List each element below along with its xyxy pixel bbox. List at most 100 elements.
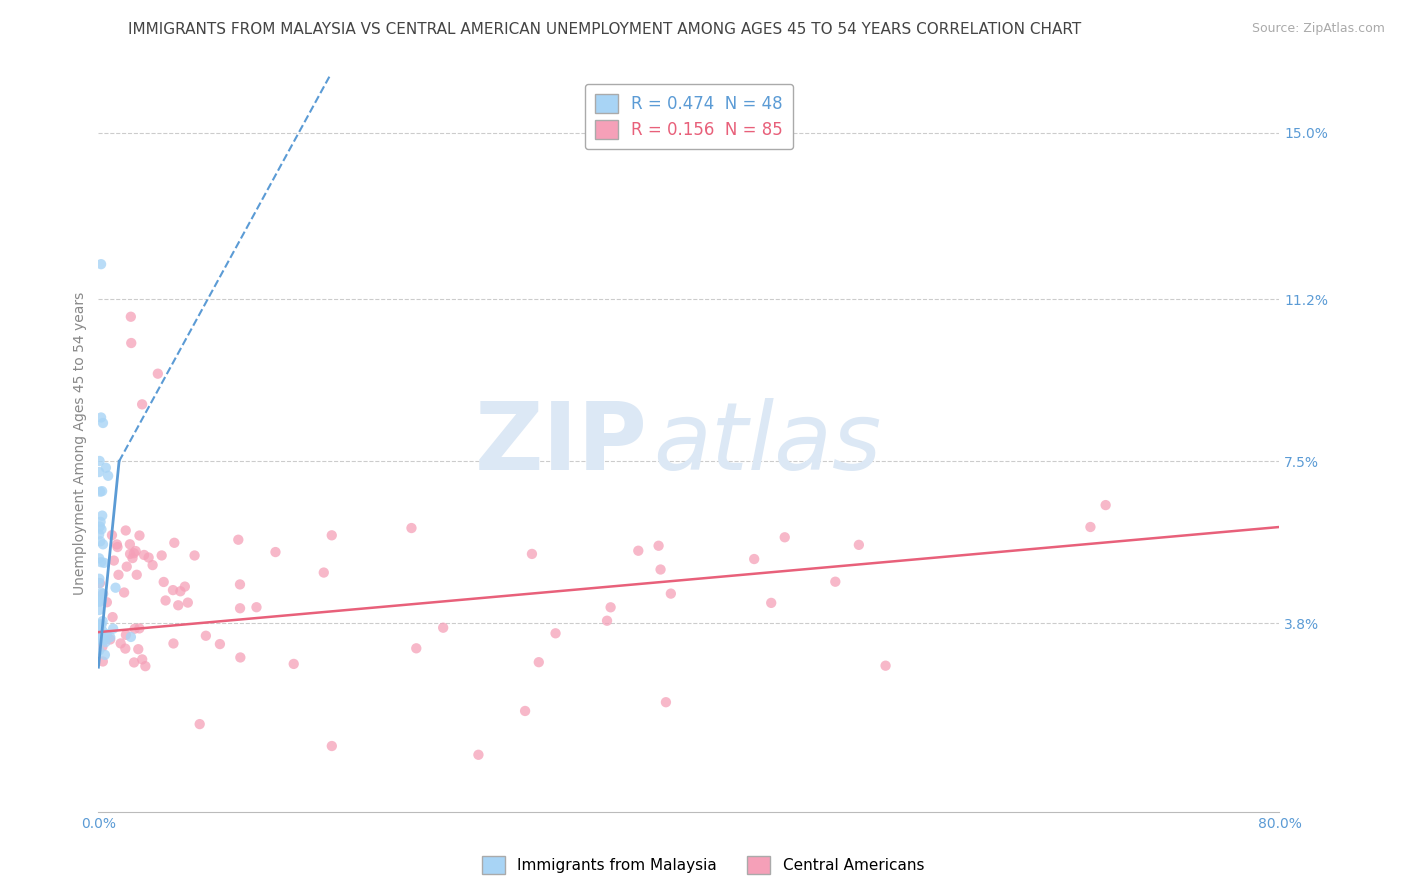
Point — [91, 537, 114, 551]
Point — [321, 739, 343, 753]
Point — [93, 556, 115, 570]
Point — [125, 567, 148, 582]
Point — [98, 630, 121, 644]
Point — [131, 397, 153, 411]
Point — [245, 600, 267, 615]
Point — [89, 617, 111, 632]
Point — [162, 583, 184, 598]
Point — [107, 540, 129, 554]
Point — [229, 577, 252, 591]
Point — [467, 747, 489, 762]
Point — [405, 641, 427, 656]
Point — [169, 584, 191, 599]
Point — [146, 367, 169, 381]
Point — [90, 555, 112, 569]
Point — [96, 627, 118, 641]
Point — [742, 552, 765, 566]
Point — [89, 527, 111, 541]
Point — [120, 336, 142, 351]
Point — [89, 618, 111, 632]
Point — [105, 537, 128, 551]
Point — [90, 594, 112, 608]
Point — [150, 549, 173, 563]
Point — [89, 627, 111, 641]
Point — [101, 528, 124, 542]
Legend: Immigrants from Malaysia, Central Americans: Immigrants from Malaysia, Central Americ… — [475, 850, 931, 880]
Point — [659, 586, 682, 600]
Point — [650, 562, 672, 576]
Point — [89, 593, 111, 607]
Point — [167, 599, 190, 613]
Point — [773, 530, 796, 544]
Point — [89, 551, 111, 566]
Point — [114, 524, 136, 538]
Point — [94, 635, 117, 649]
Point — [194, 629, 217, 643]
Point — [93, 632, 115, 647]
Point — [89, 643, 111, 657]
Legend: R = 0.474  N = 48, R = 0.156  N = 85: R = 0.474 N = 48, R = 0.156 N = 85 — [585, 84, 793, 149]
Point — [96, 595, 118, 609]
Point — [188, 717, 211, 731]
Point — [89, 572, 111, 586]
Point — [647, 539, 669, 553]
Point — [128, 621, 150, 635]
Point — [312, 566, 335, 580]
Point — [599, 600, 621, 615]
Point — [513, 704, 536, 718]
Point — [97, 468, 120, 483]
Point — [229, 601, 252, 615]
Point — [89, 593, 111, 607]
Text: atlas: atlas — [654, 398, 882, 490]
Point — [91, 655, 114, 669]
Point — [283, 657, 305, 671]
Point — [91, 484, 114, 499]
Point — [101, 622, 124, 636]
Text: Source: ZipAtlas.com: Source: ZipAtlas.com — [1251, 22, 1385, 36]
Point — [875, 658, 897, 673]
Point — [90, 633, 112, 648]
Point — [90, 257, 112, 271]
Point — [89, 484, 111, 499]
Point — [1080, 520, 1102, 534]
Point — [520, 547, 543, 561]
Point — [155, 593, 177, 607]
Point — [152, 574, 174, 589]
Point — [90, 625, 112, 640]
Point — [91, 508, 114, 523]
Point — [89, 632, 111, 647]
Point — [107, 567, 129, 582]
Point — [122, 546, 145, 560]
Point — [183, 549, 205, 563]
Point — [138, 550, 160, 565]
Point — [91, 640, 114, 654]
Point — [163, 536, 186, 550]
Point — [114, 641, 136, 656]
Point — [177, 596, 200, 610]
Point — [321, 528, 343, 542]
Point — [132, 548, 155, 562]
Point — [115, 559, 138, 574]
Point — [91, 614, 114, 628]
Point — [89, 595, 111, 609]
Point — [124, 622, 146, 636]
Point — [103, 553, 125, 567]
Point — [112, 585, 135, 599]
Point — [824, 574, 846, 589]
Point — [118, 537, 141, 551]
Point — [264, 545, 287, 559]
Point — [848, 538, 870, 552]
Point — [89, 627, 111, 641]
Point — [128, 528, 150, 542]
Point — [208, 637, 231, 651]
Point — [104, 581, 127, 595]
Point — [120, 310, 142, 324]
Point — [91, 587, 114, 601]
Point — [115, 628, 138, 642]
Point — [98, 632, 121, 647]
Point — [90, 522, 112, 536]
Point — [90, 585, 112, 599]
Point — [401, 521, 423, 535]
Point — [162, 636, 184, 650]
Point — [89, 576, 111, 591]
